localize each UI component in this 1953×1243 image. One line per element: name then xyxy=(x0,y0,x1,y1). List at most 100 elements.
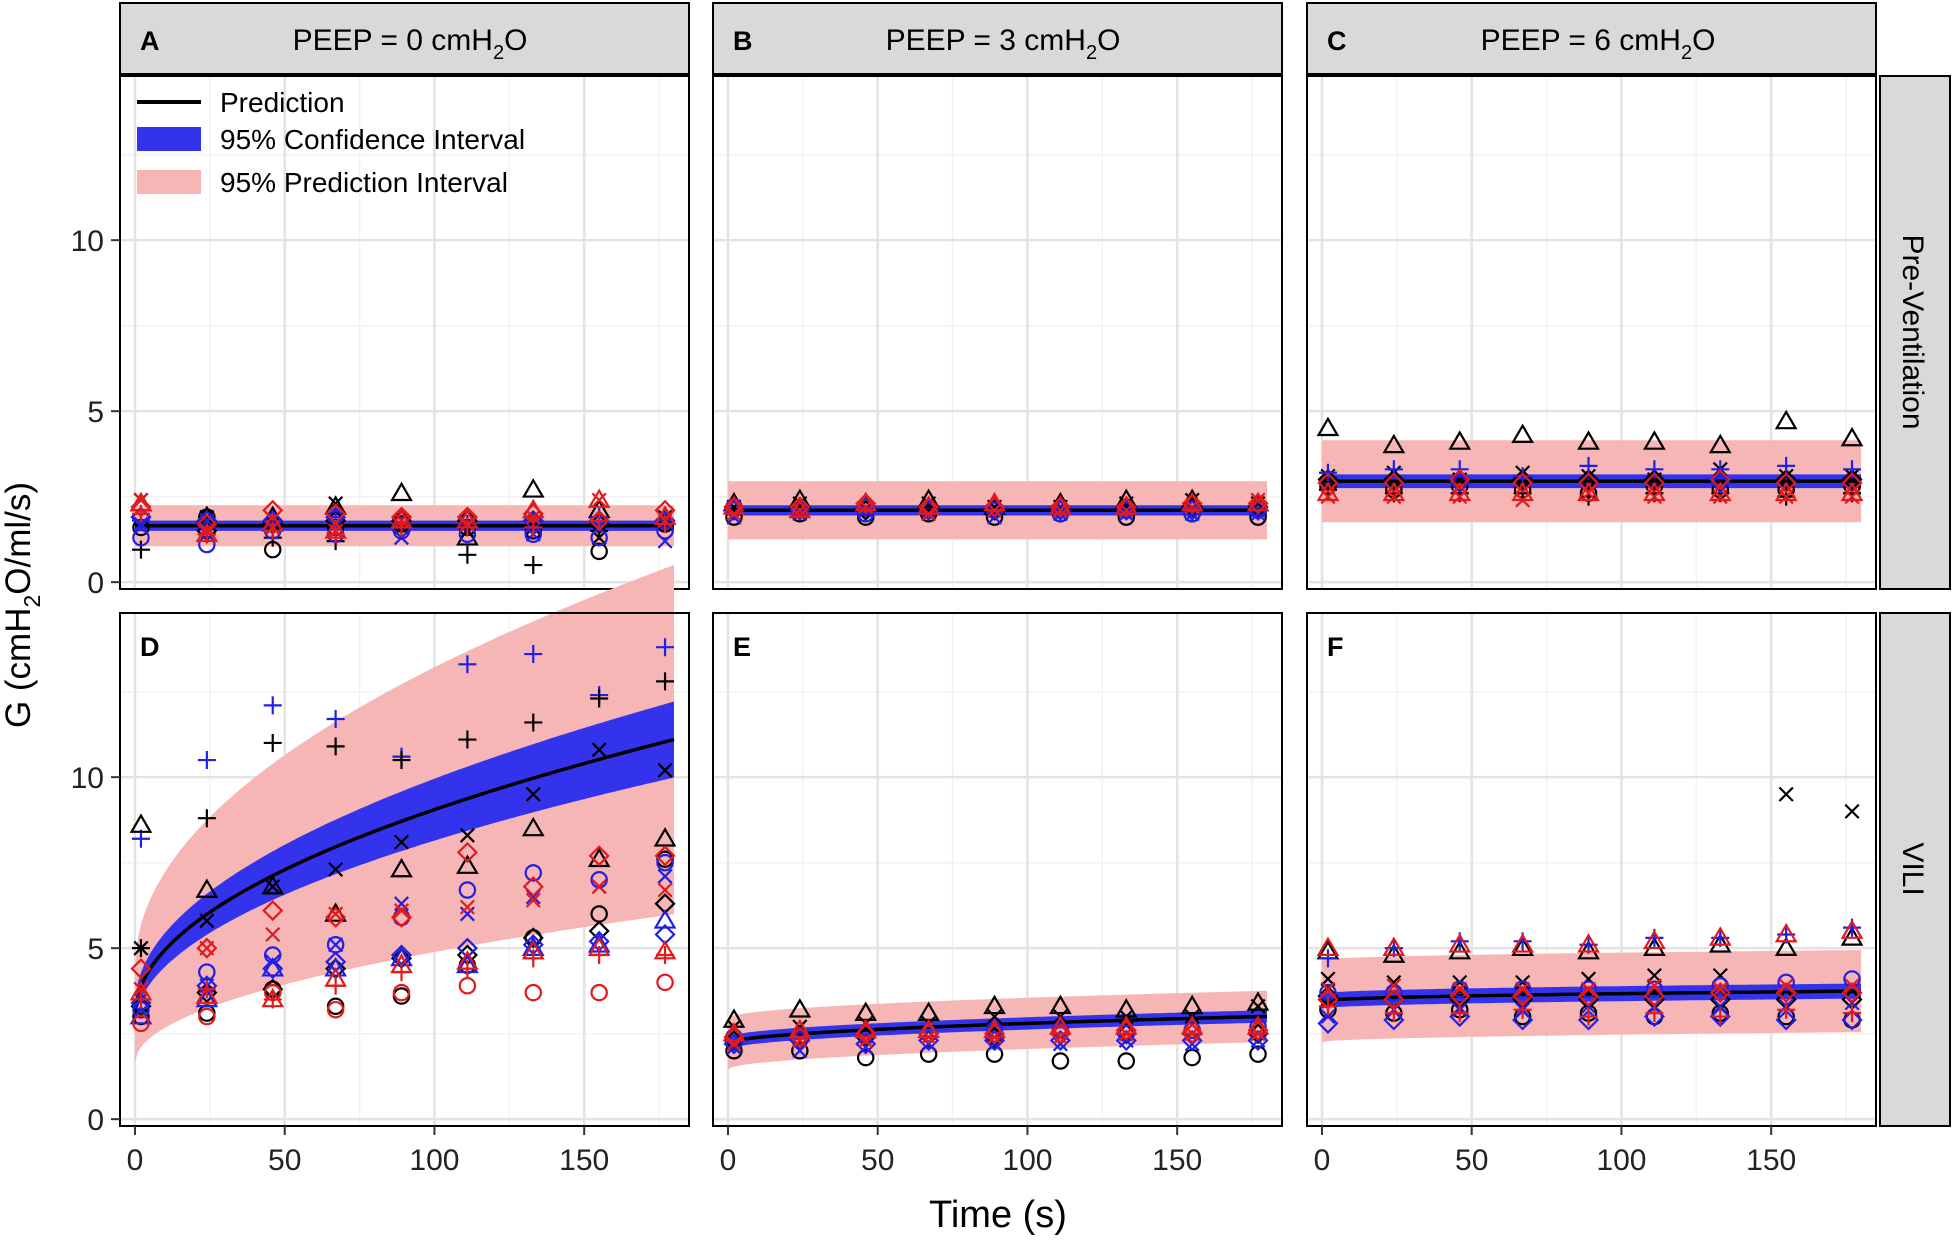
data-point-triangle xyxy=(587,488,611,508)
data-point-triangle xyxy=(1840,481,1864,502)
data-point-circle xyxy=(656,973,674,992)
data-point-triangle xyxy=(1643,430,1666,450)
data-point-diamond xyxy=(1247,1029,1269,1052)
data-point-plus xyxy=(131,990,150,1009)
data-point-x xyxy=(525,892,541,908)
data-point-triangle xyxy=(1577,430,1600,450)
data-point-plus xyxy=(656,638,675,657)
panel-border xyxy=(712,612,1283,1127)
data-point-plus xyxy=(1318,949,1337,968)
data-point-triangle xyxy=(1511,481,1534,502)
data-point-x xyxy=(657,868,673,884)
data-point-circle xyxy=(263,983,282,1002)
column-title-c: PEEP = 6 cmH2O xyxy=(1481,24,1716,64)
data-point-circle xyxy=(198,1007,216,1026)
data-point-x xyxy=(1778,786,1794,802)
column-strip-a: A PEEP = 0 cmH2O xyxy=(119,2,690,75)
data-point-diamond xyxy=(1709,469,1731,491)
data-point-plus xyxy=(197,980,216,999)
data-point-plus xyxy=(1777,456,1796,475)
data-point-diamond xyxy=(1247,492,1269,515)
panel-letter-f: F xyxy=(1327,632,1344,662)
data-point-circle xyxy=(458,881,477,899)
data-point-x xyxy=(1778,468,1794,484)
data-point-circle xyxy=(590,542,608,561)
data-point-triangle xyxy=(195,878,219,898)
data-point-x xyxy=(393,834,410,850)
data-point-triangle xyxy=(983,491,1006,512)
data-point-triangle xyxy=(854,491,878,512)
data-point-x xyxy=(1778,978,1794,994)
panel-letter-c: C xyxy=(1327,26,1347,56)
data-point-circle xyxy=(198,963,216,981)
panel-border xyxy=(119,612,690,1127)
panel-f: 0 50 100 150 xyxy=(1306,612,1877,1177)
data-point-diamond xyxy=(654,845,676,867)
data-point-diamond xyxy=(1449,469,1471,491)
data-point-diamond xyxy=(390,906,413,928)
data-point-circle xyxy=(590,983,608,1002)
data-point-triangle xyxy=(1840,426,1864,447)
y-tick-label: 0 xyxy=(87,1104,104,1137)
data-point-triangle xyxy=(1511,933,1534,953)
data-point-circle xyxy=(1117,1052,1136,1070)
data-point-plus xyxy=(524,645,543,664)
data-point-triangle xyxy=(521,816,545,837)
data-point-diamond xyxy=(262,499,284,521)
panel-e: 0 50 100 150 xyxy=(712,612,1283,1177)
data-point-triangle xyxy=(521,498,545,519)
data-point-diamond xyxy=(1841,1009,1863,1031)
data-point-diamond xyxy=(918,496,940,518)
data-point-triangle xyxy=(788,498,812,519)
data-point-triangle xyxy=(1180,491,1204,512)
x-tick-label: 0 xyxy=(720,1144,737,1177)
data-point-x xyxy=(591,492,607,508)
data-point-triangle xyxy=(1180,994,1204,1015)
data-point-diamond xyxy=(1449,472,1471,494)
data-point-triangle xyxy=(1180,1015,1204,1035)
data-point-triangle xyxy=(1774,481,1798,502)
data-point-circle xyxy=(1249,1045,1267,1063)
data-point-x xyxy=(525,786,541,802)
data-point-triangle xyxy=(324,957,347,977)
data-point-plus xyxy=(458,518,477,537)
data-point-diamond xyxy=(1317,469,1339,491)
data-point-x xyxy=(1844,803,1860,819)
data-point-diamond xyxy=(1709,472,1731,494)
data-point-circle xyxy=(725,508,743,526)
data-point-plus xyxy=(458,959,477,978)
data-point-plus xyxy=(524,713,543,732)
data-point-plus xyxy=(524,949,543,968)
data-point-circle xyxy=(1711,977,1730,995)
panel-c xyxy=(1306,75,1877,590)
data-point-plus xyxy=(1513,1000,1532,1019)
data-point-circle xyxy=(458,977,477,995)
data-point-triangle xyxy=(1840,919,1864,939)
data-point-circle xyxy=(1513,980,1532,998)
data-point-x xyxy=(328,906,344,922)
data-point-triangle xyxy=(1708,481,1732,502)
data-point-plus xyxy=(1450,1004,1469,1023)
data-point-triangle xyxy=(1114,1015,1138,1035)
y-axis-title: G (cmH2O/ml/s) xyxy=(0,482,45,728)
data-point-diamond xyxy=(1577,985,1600,1007)
data-point-diamond xyxy=(789,499,811,521)
data-point-plus xyxy=(1711,1007,1730,1026)
data-point-diamond xyxy=(855,1033,877,1055)
x-tick-label: 100 xyxy=(409,1144,459,1177)
data-point-diamond xyxy=(325,906,347,928)
data-point-triangle xyxy=(1382,481,1406,502)
data-point-triangle xyxy=(1643,929,1666,950)
data-point-x xyxy=(657,533,673,549)
data-point-x xyxy=(1250,492,1266,508)
data-point-circle xyxy=(524,929,543,947)
data-point-triangle xyxy=(854,1018,878,1039)
x-tick-label: 50 xyxy=(861,1144,894,1177)
data-point-triangle xyxy=(1382,936,1406,957)
data-point-x xyxy=(1386,978,1402,994)
y-tick-label: 10 xyxy=(71,762,104,795)
data-point-x xyxy=(393,903,410,919)
data-point-triangle xyxy=(722,1022,746,1042)
data-point-plus xyxy=(590,946,609,964)
